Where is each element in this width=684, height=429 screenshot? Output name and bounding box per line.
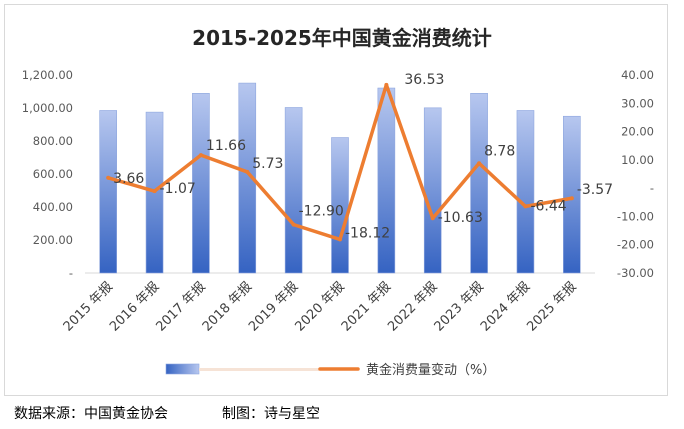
left-axis-tick-label: 200.00: [33, 233, 73, 247]
left-axis-tick-label: 600.00: [33, 167, 73, 181]
right-axis-tick-label: -20.00: [617, 238, 654, 252]
line-data-label: 11.66: [206, 138, 246, 154]
bar: [192, 93, 210, 274]
x-tick-label: 2024 年报: [478, 279, 533, 334]
line-data-label: -18.12: [345, 225, 390, 241]
left-axis-tick-label: 400.00: [33, 200, 73, 214]
line-point: [106, 175, 111, 180]
line-point: [245, 169, 250, 174]
left-axis-tick-label: 800.00: [33, 134, 73, 148]
bar: [516, 110, 535, 274]
legend-line-label: 黄金消费量变动（%）: [366, 362, 495, 378]
bar: [284, 107, 303, 274]
line-point: [338, 237, 342, 242]
x-tick-label: 2022 年报: [385, 279, 440, 334]
line-data-label: -10.63: [438, 210, 483, 226]
line-point: [477, 161, 482, 166]
line-data-label: 5.73: [252, 156, 283, 172]
legend-fade: [199, 368, 319, 371]
bar: [377, 87, 396, 274]
x-tick-label: 2017 年报: [153, 279, 208, 334]
source-note: 数据来源：中国黄金协会: [14, 406, 168, 422]
line-point: [384, 82, 389, 87]
x-tick-label: 2023 年报: [432, 279, 487, 334]
line-data-label: 36.53: [404, 72, 444, 88]
right-axis-tick-label: -10.00: [617, 209, 654, 223]
bar: [563, 115, 581, 274]
right-axis-tick-label: 10.00: [621, 153, 654, 167]
credit-note: 制图：诗与星空: [222, 406, 320, 422]
line-data-label: 8.78: [484, 143, 515, 159]
line-point: [291, 222, 296, 227]
x-tick-label: 2025 年报: [524, 279, 579, 334]
chart-frame: [4, 4, 668, 396]
line-point: [198, 153, 203, 158]
x-tick-label: 2015 年报: [61, 279, 116, 334]
legend: 黄金消费量变动（%）: [165, 362, 495, 378]
line-point: [430, 216, 435, 221]
line-data-label: 3.66: [113, 171, 144, 187]
bar: [470, 93, 488, 274]
left-axis-tick-label: 1,200.00: [22, 68, 73, 82]
left-axis-tick-label: 1,000.00: [22, 101, 73, 115]
x-tick-label: 2016 年报: [107, 279, 162, 334]
legend-bar-swatch: [165, 363, 200, 375]
left-axis-tick-label: -: [69, 266, 73, 280]
line-point: [569, 196, 574, 201]
x-tick-label: 2018 年报: [200, 279, 255, 334]
line-data-label: -6.44: [530, 198, 566, 214]
x-tick-label: 2021 年报: [339, 279, 394, 334]
line-data-label: -1.07: [160, 181, 196, 197]
bar: [423, 107, 442, 274]
right-axis-tick-label: 20.00: [621, 125, 654, 139]
line-point: [152, 189, 157, 194]
bar: [99, 110, 117, 274]
line-data-label: -3.57: [577, 182, 613, 198]
right-axis-tick-label: 40.00: [621, 68, 654, 82]
line-data-label: -12.90: [299, 204, 344, 220]
line-point: [523, 204, 528, 209]
x-tick-label: 2019 年报: [246, 279, 301, 334]
x-tick-label: 2020 年报: [293, 279, 348, 334]
right-axis-tick-label: -: [650, 181, 654, 195]
chart-title: 2015-2025年中国黄金消费统计: [192, 26, 492, 50]
right-axis-tick-label: 30.00: [621, 96, 654, 110]
bar: [238, 82, 257, 274]
right-axis-tick-label: -30.00: [617, 266, 654, 280]
